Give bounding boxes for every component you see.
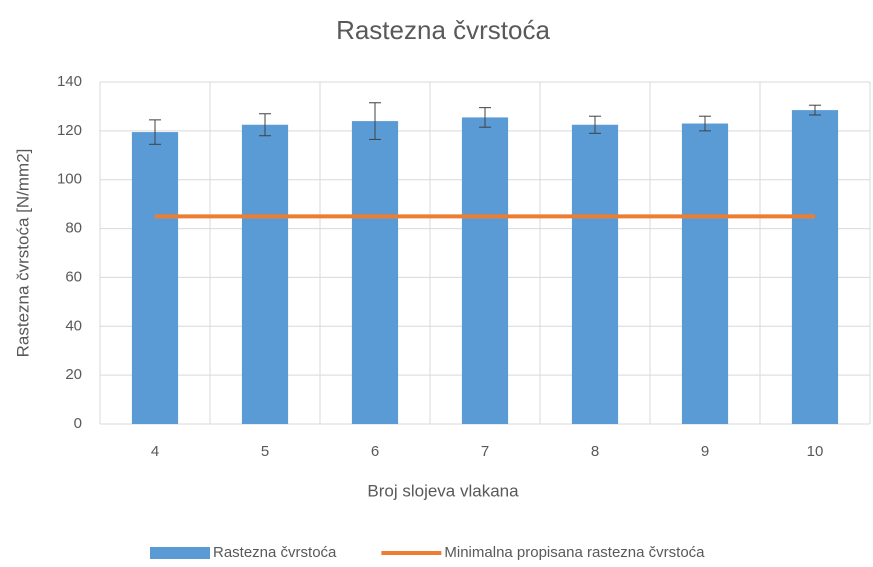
y-tick-label: 120 bbox=[57, 122, 82, 139]
bar bbox=[241, 124, 289, 424]
y-tick-label: 100 bbox=[57, 171, 82, 188]
x-tick-label: 10 bbox=[807, 443, 824, 460]
y-tick-label: 60 bbox=[65, 268, 82, 285]
legend-label: Minimalna propisana rastezna čvrstoća bbox=[444, 544, 705, 561]
bar bbox=[681, 123, 729, 425]
y-tick-label: 0 bbox=[74, 415, 82, 432]
x-tick-label: 9 bbox=[701, 443, 709, 460]
x-axis-label: Broj slojeva vlakana bbox=[367, 481, 519, 500]
bar bbox=[351, 121, 399, 424]
x-tick-label: 5 bbox=[261, 443, 269, 460]
x-tick-label: 4 bbox=[151, 443, 159, 460]
legend-swatch bbox=[150, 547, 210, 559]
bar bbox=[571, 124, 619, 424]
bar bbox=[791, 110, 839, 424]
x-tick-label: 6 bbox=[371, 443, 379, 460]
x-tick-label: 8 bbox=[591, 443, 599, 460]
y-tick-label: 40 bbox=[65, 317, 82, 334]
y-tick-label: 140 bbox=[57, 73, 82, 90]
bar bbox=[461, 117, 509, 425]
legend-label: Rastezna čvrstoća bbox=[213, 544, 337, 561]
bar bbox=[131, 132, 179, 425]
chart-title: Rastezna čvrstoća bbox=[336, 15, 550, 45]
y-tick-label: 80 bbox=[65, 220, 82, 237]
y-tick-label: 20 bbox=[65, 366, 82, 383]
y-axis-label: Rastezna čvrstoća [N/mm2] bbox=[13, 149, 32, 358]
x-tick-label: 7 bbox=[481, 443, 489, 460]
